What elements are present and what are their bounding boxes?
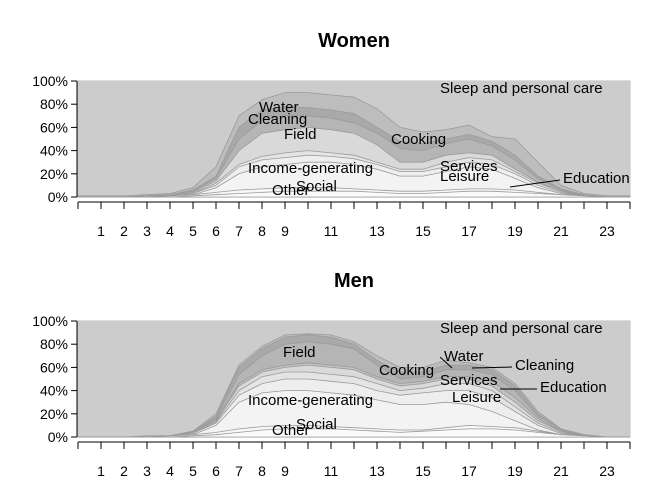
x-tick-label: 9 xyxy=(281,223,289,239)
y-tick-label: 40% xyxy=(40,383,68,399)
y-tick-label: 100% xyxy=(32,313,68,329)
x-tick-label: 13 xyxy=(369,463,385,479)
leader-cleaning xyxy=(471,366,513,369)
x-tick-label: 23 xyxy=(599,223,615,239)
x-tick-label: 7 xyxy=(235,223,243,239)
y-tick-label: 60% xyxy=(40,359,68,375)
label-water: Water xyxy=(259,99,298,116)
label-cooking: Cooking xyxy=(391,131,446,148)
x-tick-label: 2 xyxy=(120,463,128,479)
x-tick-label: 17 xyxy=(461,223,477,239)
label-services: Services xyxy=(440,372,498,389)
x-tick-label: 1 xyxy=(97,223,105,239)
x-tick-label: 8 xyxy=(258,463,266,479)
leader-water xyxy=(439,356,453,369)
x-tick-label: 21 xyxy=(553,463,569,479)
label-income: Income-generating xyxy=(248,392,373,409)
x-tick-label: 11 xyxy=(324,463,339,479)
x-tick-label: 3 xyxy=(143,223,151,239)
chart-title: Women xyxy=(318,30,390,52)
y-tick-label: 20% xyxy=(40,166,68,182)
x-tick-label: 17 xyxy=(461,463,477,479)
x-tick-label: 3 xyxy=(143,463,151,479)
label-field: Field xyxy=(284,126,317,143)
label-services: Services xyxy=(440,158,498,175)
label-cleaning: Cleaning xyxy=(515,357,574,374)
label-sleep: Sleep and personal care xyxy=(440,320,603,337)
x-tick-label: 4 xyxy=(166,223,174,239)
x-tick-label: 23 xyxy=(599,463,615,479)
x-tick-label: 5 xyxy=(189,223,197,239)
x-tick-label: 6 xyxy=(212,463,220,479)
label-cleaning: Cleaning xyxy=(248,111,307,128)
y-tick-label: 100% xyxy=(32,73,68,89)
label-cooking: Cooking xyxy=(379,362,434,379)
y-tick-label: 0% xyxy=(48,189,68,205)
x-tick-label: 6 xyxy=(212,223,220,239)
y-tick-label: 40% xyxy=(40,143,68,159)
x-tick-label: 4 xyxy=(166,463,174,479)
x-tick-label: 15 xyxy=(415,463,431,479)
men-panel: Men 0%20%40%60%80%100%1 2 3 4 5 6 7 8 9 11 13 15 17 1… xyxy=(32,270,631,479)
x-tick-label: 1 xyxy=(97,463,105,479)
label-income: Income-generating xyxy=(248,160,373,177)
label-leisure: Leisure xyxy=(452,389,501,406)
x-tick-label: 7 xyxy=(235,463,243,479)
y-tick-label: 0% xyxy=(48,429,68,445)
leader-education xyxy=(509,179,561,188)
y-tick-label: 60% xyxy=(40,119,68,135)
label-leisure: Leisure xyxy=(440,168,489,185)
y-tick-label: 80% xyxy=(40,336,68,352)
label-sleep: Sleep and personal care xyxy=(440,80,603,97)
label-other: Other xyxy=(272,422,310,439)
x-tick-label: 5 xyxy=(189,463,197,479)
label-social: Social xyxy=(296,178,337,195)
label-water: Water xyxy=(444,348,483,365)
x-tick-label: 8 xyxy=(258,223,266,239)
x-tick-label: 13 xyxy=(369,223,385,239)
x-tick-label: 19 xyxy=(507,463,523,479)
label-field: Field xyxy=(283,344,316,361)
label-other: Other xyxy=(272,182,310,199)
y-tick-label: 80% xyxy=(40,96,68,112)
x-tick-label: 2 xyxy=(120,223,128,239)
chart-title: Men xyxy=(334,270,374,292)
label-education: Education xyxy=(540,379,607,396)
x-tick-label: 9 xyxy=(281,463,289,479)
area-social xyxy=(78,190,630,198)
x-tick-label: 21 xyxy=(553,223,569,239)
label-social: Social xyxy=(296,416,337,433)
x-tick-label: 19 xyxy=(507,223,523,239)
label-education: Education xyxy=(563,170,630,187)
x-tick-label: 11 xyxy=(324,223,339,239)
y-tick-label: 20% xyxy=(40,406,68,422)
women-panel: Women 0%20%40%60%80%100%1 2 3 4 5 6 7 8 9 11 13 15 1… xyxy=(32,30,631,239)
x-tick-label: 15 xyxy=(415,223,431,239)
area-social xyxy=(78,428,630,438)
